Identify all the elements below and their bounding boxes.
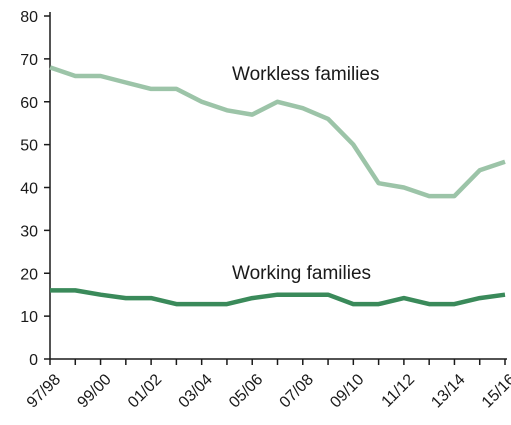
x-tick-label: 97/98 (24, 371, 64, 411)
series-line-working-families (50, 288, 506, 307)
y-tick-label: 30 (20, 223, 38, 240)
x-tick-label: 13/14 (428, 371, 468, 411)
x-tick-label: 05/06 (226, 371, 266, 411)
series-lines (49, 65, 506, 307)
y-tick-label: 80 (20, 9, 38, 26)
x-axis-ticks: 97/98 99/00 01/02 03/04 05/06 07/08 09/10 11/12… (24, 359, 511, 412)
y-tick-label: 70 (20, 52, 38, 69)
series-label-working-families: Working families (232, 263, 371, 284)
y-tick-label: 60 (20, 95, 38, 112)
y-tick-label: 10 (20, 309, 38, 326)
x-tick-label: 03/04 (176, 371, 216, 411)
x-tick-label: 15/16 (479, 371, 511, 411)
series-line-workless-families (49, 65, 506, 199)
x-tick-label: 07/08 (277, 371, 317, 411)
y-tick-label: 0 (29, 352, 38, 369)
series-labels: Workless families Working families (232, 64, 379, 284)
x-tick-label: 99/00 (74, 371, 114, 411)
x-tick-label: 11/12 (379, 371, 419, 411)
y-tick-label: 40 (20, 181, 38, 198)
y-tick-label: 20 (20, 266, 38, 283)
x-tick-label: 01/02 (125, 371, 165, 411)
y-axis-ticks: 0 10 20 30 40 50 60 70 80 (20, 9, 50, 369)
x-tick-label: 09/10 (327, 371, 367, 411)
y-tick-label: 50 (20, 138, 38, 155)
series-label-workless-families: Workless families (232, 64, 379, 85)
